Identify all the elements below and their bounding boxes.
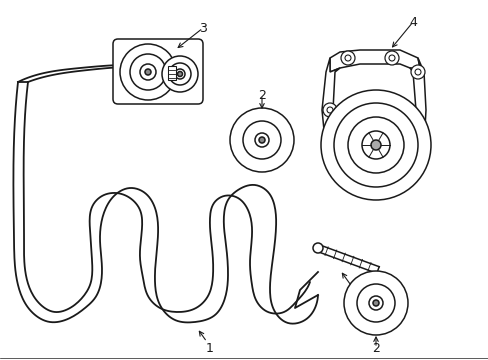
Circle shape <box>320 90 430 200</box>
Polygon shape <box>321 58 353 178</box>
Circle shape <box>370 140 380 150</box>
Text: 1: 1 <box>205 342 214 355</box>
Circle shape <box>361 131 389 159</box>
Circle shape <box>345 55 350 61</box>
Circle shape <box>326 107 332 113</box>
Circle shape <box>323 103 336 117</box>
Circle shape <box>384 51 398 65</box>
Circle shape <box>130 54 165 90</box>
Polygon shape <box>329 50 419 72</box>
Circle shape <box>404 162 410 168</box>
Circle shape <box>328 153 342 167</box>
Circle shape <box>162 56 198 92</box>
Circle shape <box>332 157 338 163</box>
Text: 3: 3 <box>199 22 206 35</box>
Circle shape <box>120 44 176 100</box>
Circle shape <box>259 137 264 143</box>
Circle shape <box>347 117 403 173</box>
Bar <box>168 66 176 80</box>
Circle shape <box>333 103 417 187</box>
Circle shape <box>356 284 394 322</box>
Circle shape <box>400 158 414 172</box>
Text: 2: 2 <box>258 89 265 102</box>
Circle shape <box>140 64 156 80</box>
Circle shape <box>368 296 382 310</box>
Circle shape <box>175 69 184 79</box>
Circle shape <box>343 271 407 335</box>
Circle shape <box>414 69 420 75</box>
Circle shape <box>372 300 378 306</box>
Text: 2: 2 <box>371 342 379 355</box>
Text: 5: 5 <box>353 288 361 302</box>
Circle shape <box>169 63 191 85</box>
Circle shape <box>340 51 354 65</box>
Circle shape <box>229 108 293 172</box>
Circle shape <box>243 121 281 159</box>
Circle shape <box>177 72 182 77</box>
Circle shape <box>388 55 394 61</box>
Circle shape <box>410 65 424 79</box>
Circle shape <box>145 69 151 75</box>
FancyBboxPatch shape <box>113 39 203 104</box>
Circle shape <box>254 133 268 147</box>
Circle shape <box>312 243 323 253</box>
Polygon shape <box>399 58 425 175</box>
Text: 4: 4 <box>408 15 416 28</box>
